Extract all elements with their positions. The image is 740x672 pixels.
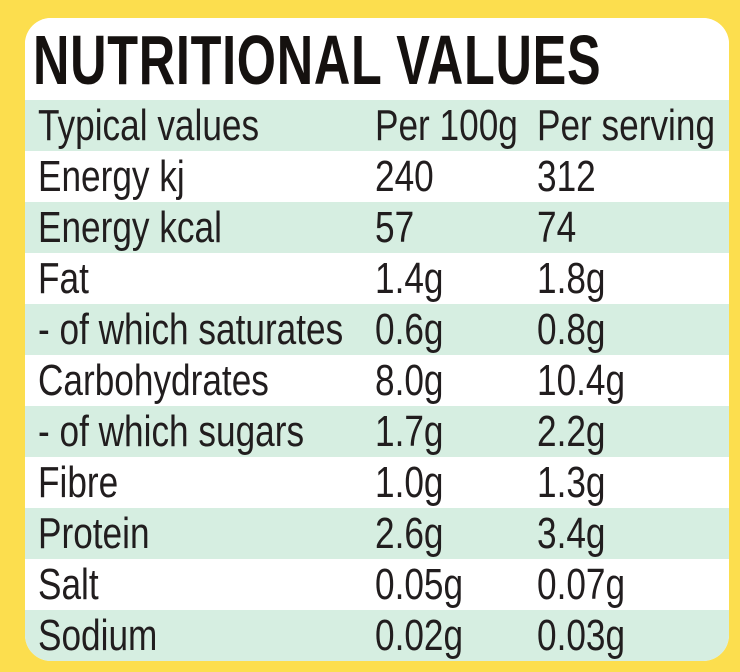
row-per-serving: 312 — [537, 152, 596, 201]
row-per-serving: 3.4g — [537, 509, 606, 558]
row-label: Salt — [38, 560, 99, 609]
row-per-100g: 2.6g — [375, 509, 444, 558]
row-per-serving: 0.07g — [537, 560, 626, 609]
row-per-serving: 0.03g — [537, 611, 626, 660]
row-label: Energy kj — [38, 152, 185, 201]
row-per-serving: 1.3g — [537, 458, 606, 507]
row-per-100g: 1.7g — [375, 407, 444, 456]
row-per-serving: 2.2g — [537, 407, 606, 456]
table-row: Salt 0.05g 0.07g — [25, 559, 729, 610]
table-row: Energy kj 240 312 — [25, 151, 729, 202]
header-typical-values: Typical values — [38, 101, 260, 150]
row-per-100g: 1.0g — [375, 458, 444, 507]
row-per-100g: 240 — [375, 152, 434, 201]
row-per-serving: 10.4g — [537, 356, 626, 405]
row-label: Energy kcal — [38, 203, 222, 252]
table-header-row: Typical values Per 100g Per serving — [25, 100, 729, 151]
row-per-100g: 0.02g — [375, 611, 464, 660]
table-row: Protein 2.6g 3.4g — [25, 508, 729, 559]
row-label: Carbohydrates — [38, 356, 269, 405]
row-per-100g: 8.0g — [375, 356, 444, 405]
row-per-serving: 1.8g — [537, 254, 606, 303]
table-row: - of which saturates 0.6g 0.8g — [25, 304, 729, 355]
row-per-100g: 0.05g — [375, 560, 464, 609]
table-body: Typical values Per 100g Per serving Ener… — [25, 100, 729, 661]
row-per-serving: 74 — [537, 203, 577, 252]
row-per-100g: 1.4g — [375, 254, 444, 303]
table-row: - of which sugars 1.7g 2.2g — [25, 406, 729, 457]
row-label: - of which saturates — [38, 305, 344, 354]
row-per-100g: 0.6g — [375, 305, 444, 354]
table-row: Energy kcal 57 74 — [25, 202, 729, 253]
page-title: NUTRITIONAL VALUES — [33, 21, 602, 99]
row-label: Fat — [38, 254, 89, 303]
row-label: Fibre — [38, 458, 119, 507]
nutrition-label-card: NUTRITIONAL VALUES Typical values Per 10… — [25, 18, 729, 661]
table-row: Carbohydrates 8.0g 10.4g — [25, 355, 729, 406]
table-row: Fibre 1.0g 1.3g — [25, 457, 729, 508]
header-per-100g: Per 100g — [375, 101, 518, 150]
table-row: Fat 1.4g 1.8g — [25, 253, 729, 304]
title-bar: NUTRITIONAL VALUES — [25, 18, 729, 100]
table-row: Sodium 0.02g 0.03g — [25, 610, 729, 661]
header-per-serving: Per serving — [537, 101, 716, 150]
row-per-100g: 57 — [375, 203, 415, 252]
row-label: Protein — [38, 509, 150, 558]
row-per-serving: 0.8g — [537, 305, 606, 354]
row-label: - of which sugars — [38, 407, 305, 456]
row-label: Sodium — [38, 611, 158, 660]
